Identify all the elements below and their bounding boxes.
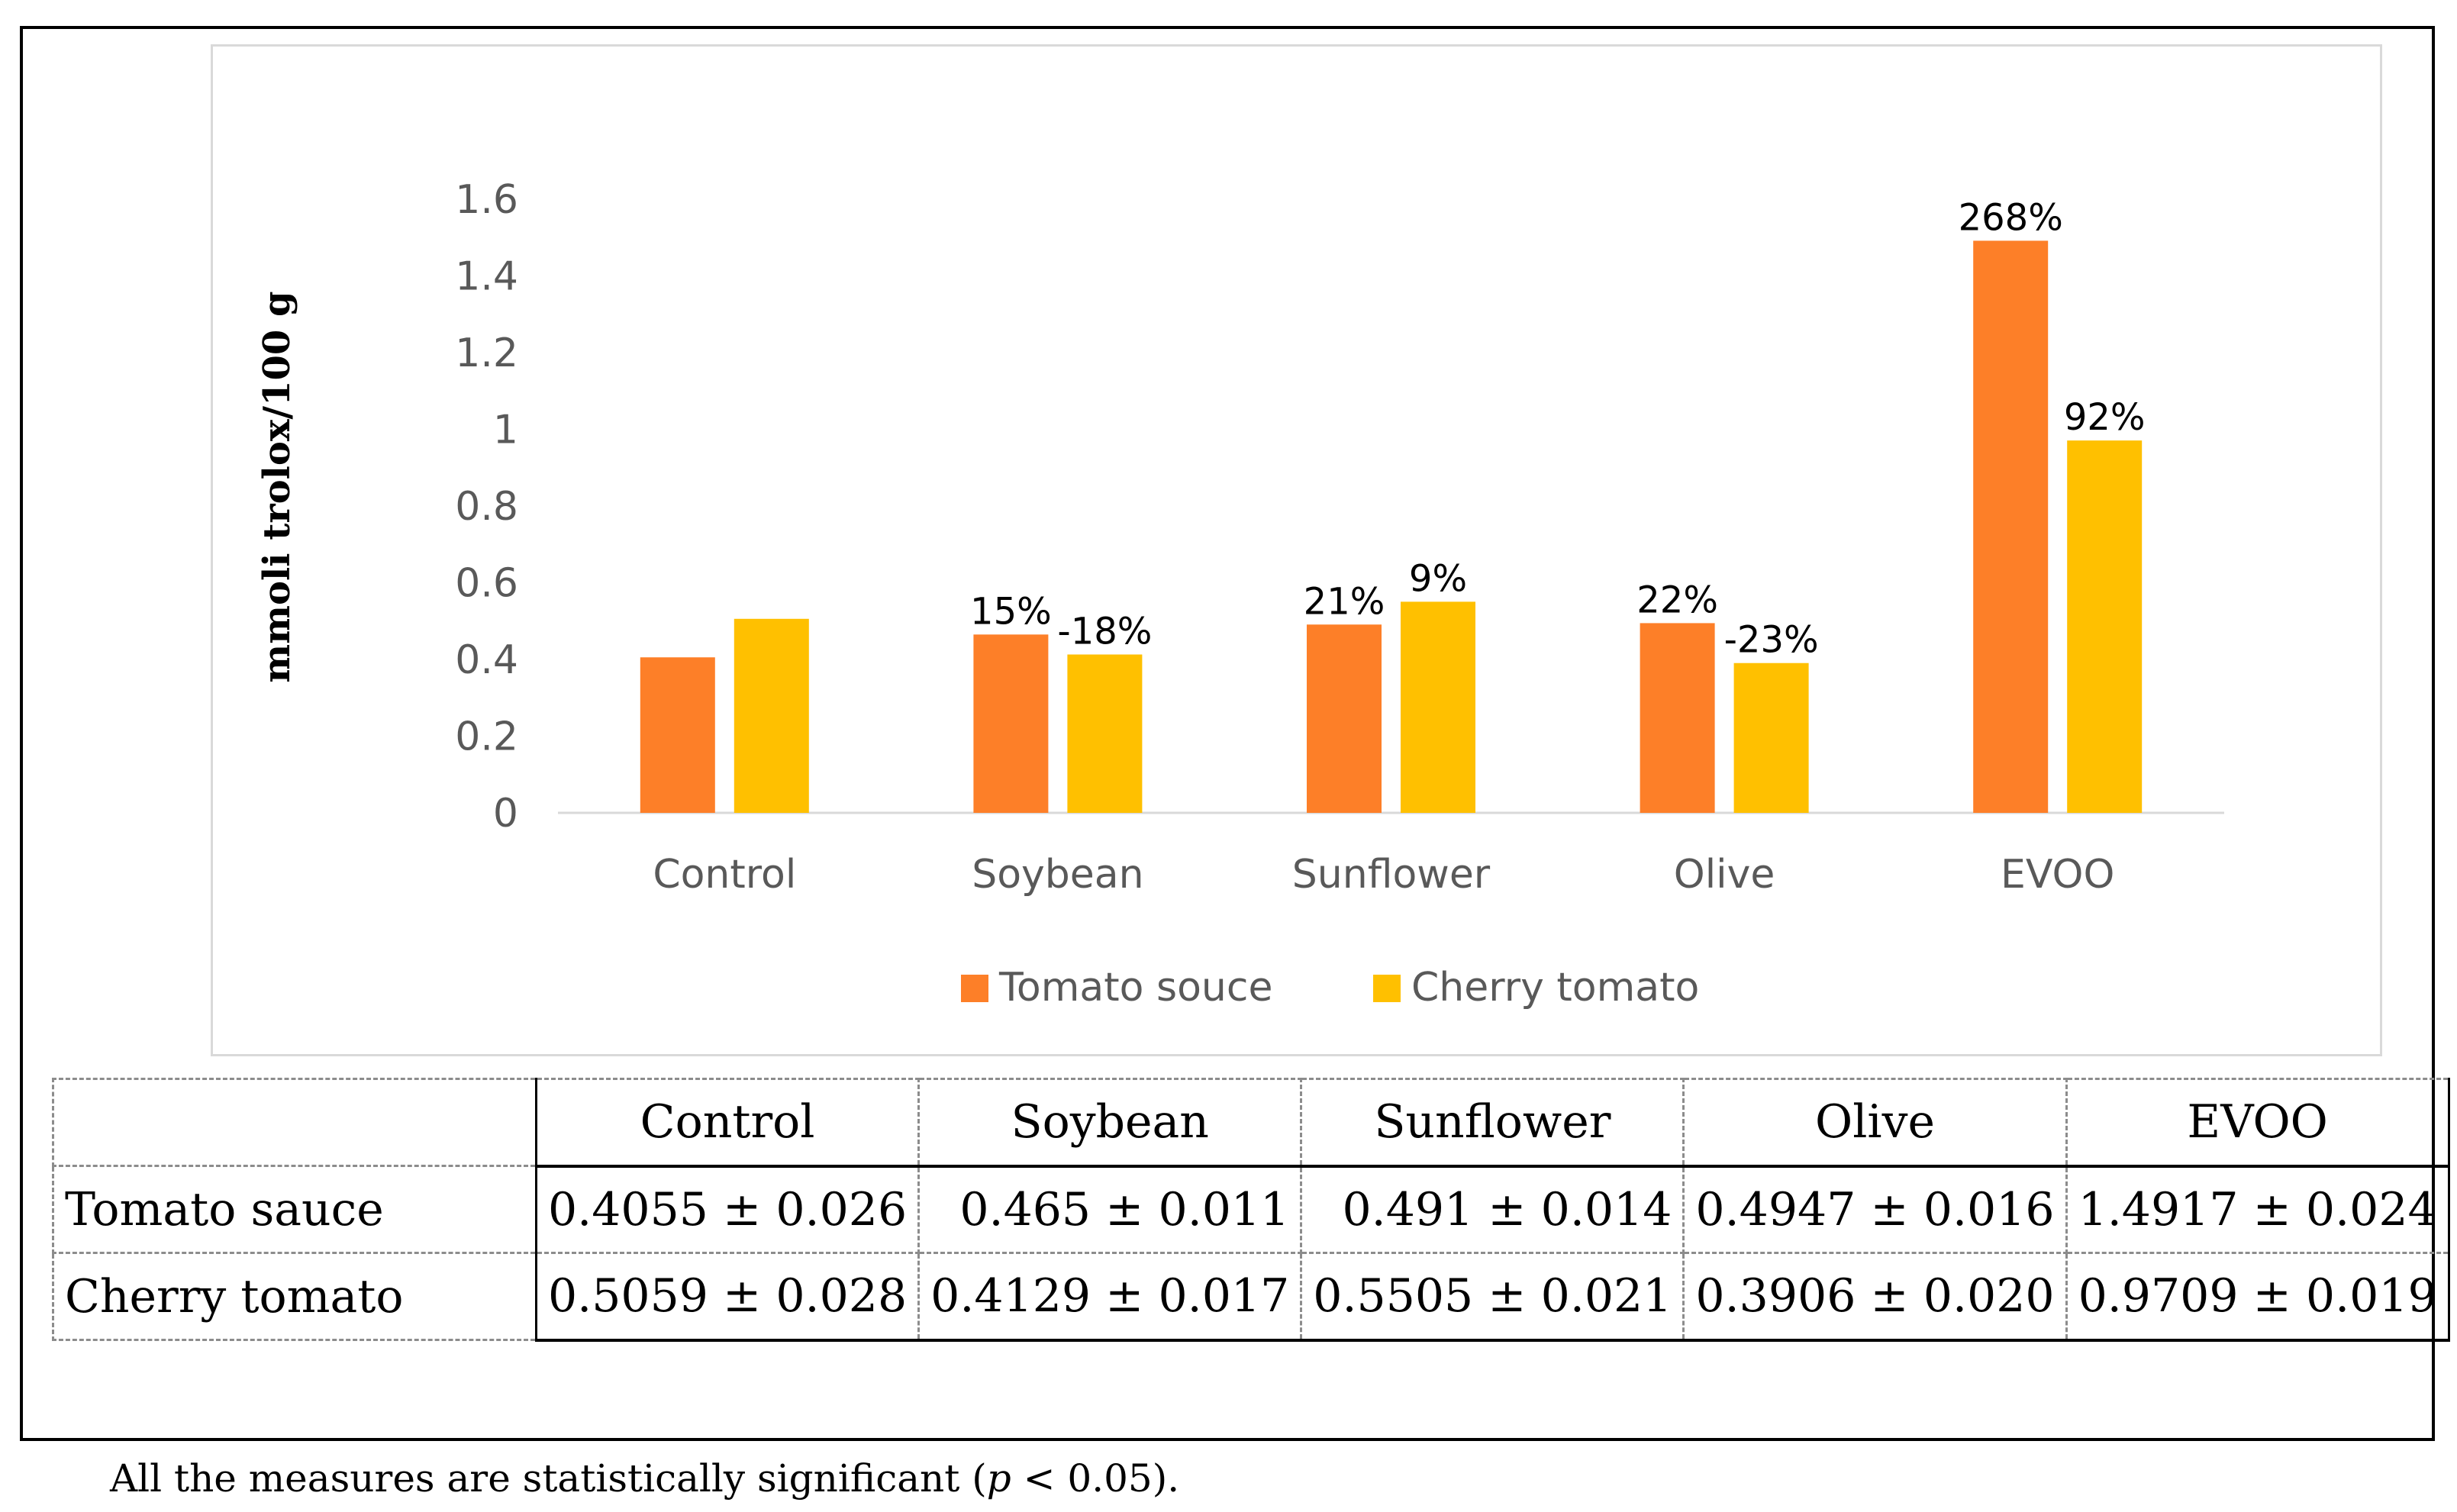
- y-tick-label: 0.8: [455, 484, 518, 530]
- table-header-row: Control Soybean Sunflower Olive EVOO: [52, 1078, 2450, 1168]
- table-row-label: Cherry tomato: [52, 1252, 537, 1341]
- table-cell: 0.9709 ± 0.019: [2065, 1252, 2450, 1342]
- bar-cherry-tomato: [1401, 601, 1475, 813]
- y-tick-label: 1.4: [455, 254, 518, 300]
- x-tick-label: EVOO: [2001, 852, 2114, 898]
- table-cell: 0.5505 ± 0.021: [1300, 1252, 1685, 1342]
- table-cell: 0.4055 ± 0.026: [534, 1165, 921, 1254]
- table-cell: 0.4129 ± 0.017: [917, 1252, 1303, 1342]
- y-tick-label: 0: [493, 791, 518, 837]
- table-col-header: Soybean: [917, 1078, 1303, 1168]
- x-tick-label: Soybean: [972, 852, 1143, 898]
- table-col-header: Olive: [1682, 1078, 2068, 1168]
- bar-tomato-souce: [1973, 240, 2049, 813]
- y-tick-label: 0.4: [455, 637, 518, 683]
- bar-tomato-souce: [1640, 623, 1715, 813]
- bar-tomato-souce: [640, 657, 715, 813]
- y-tick-label: 1.6: [455, 177, 518, 223]
- y-tick-label: 0.2: [455, 714, 518, 760]
- table-cell: 1.4917 ± 0.024: [2065, 1165, 2450, 1254]
- footnote-text-before: All the measures are statistically signi…: [110, 1456, 987, 1501]
- footnote-text-after: < 0.05).: [1011, 1456, 1180, 1501]
- table-col-header: Sunflower: [1300, 1078, 1685, 1168]
- footnote: All the measures are statistically signi…: [110, 1456, 1179, 1501]
- figure-frame: [20, 26, 2435, 1441]
- data-table: Control Soybean Sunflower Olive EVOO Tom…: [52, 1078, 2450, 1342]
- table-col-header: EVOO: [2065, 1078, 2450, 1168]
- data-label: 21%: [1304, 580, 1385, 623]
- data-label: 15%: [970, 590, 1052, 633]
- y-tick-label: 0.6: [455, 561, 518, 607]
- legend-swatch: [1373, 975, 1401, 1002]
- legend-label: Cherry tomato: [1411, 965, 1699, 1011]
- x-tick-label: Control: [653, 852, 796, 898]
- data-label: 268%: [1959, 196, 2063, 239]
- table-cell: 0.465 ± 0.011: [917, 1165, 1303, 1254]
- data-label: 9%: [1409, 557, 1467, 600]
- y-tick-label: 1.2: [455, 330, 518, 376]
- bar-chart: 0 0.2 0.4 0.6 0.8 1 1.2 1.4 1.6 mmoli trolox/100 …: [256, 177, 2224, 1011]
- table-cell: 0.3906 ± 0.020: [1682, 1252, 2068, 1342]
- footnote-p-variable: p: [986, 1456, 1011, 1501]
- bar-cherry-tomato: [2067, 440, 2143, 813]
- table-corner-cell: [52, 1078, 537, 1167]
- data-label: -23%: [1724, 619, 1819, 662]
- table-cell: 0.4947 ± 0.016: [1682, 1165, 2068, 1254]
- bar-tomato-souce: [1307, 624, 1382, 813]
- legend-label: Tomato souce: [998, 965, 1272, 1011]
- bar-cherry-tomato: [734, 618, 809, 813]
- table-row: Tomato sauce 0.4055 ± 0.026 0.465 ± 0.01…: [52, 1165, 2450, 1254]
- table-row-label: Tomato sauce: [52, 1165, 537, 1254]
- bar-tomato-souce: [973, 634, 1049, 813]
- x-tick-label: Olive: [1674, 852, 1775, 898]
- data-label: 22%: [1636, 579, 1718, 621]
- bar-cherry-tomato: [1067, 654, 1143, 813]
- x-tick-label: Sunflower: [1292, 852, 1491, 898]
- data-label: -18%: [1057, 611, 1152, 653]
- bar-cherry-tomato: [1733, 663, 1809, 813]
- legend-swatch: [961, 975, 988, 1002]
- table-cell: 0.5059 ± 0.028: [534, 1252, 921, 1342]
- table-row: Cherry tomato 0.5059 ± 0.028 0.4129 ± 0.…: [52, 1252, 2450, 1342]
- y-tick-label: 1: [493, 408, 518, 453]
- table-cell: 0.491 ± 0.014: [1300, 1165, 1685, 1254]
- chart-panel: 0 0.2 0.4 0.6 0.8 1 1.2 1.4 1.6 mmoli trolox/100 …: [211, 44, 2382, 1056]
- data-label: 92%: [2064, 396, 2146, 439]
- table-col-header: Control: [534, 1078, 921, 1168]
- y-axis-label: mmoli trolox/100 g: [256, 291, 298, 682]
